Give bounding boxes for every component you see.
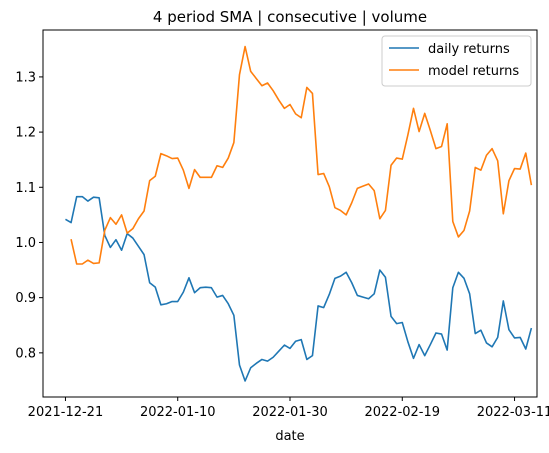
x-tick-label: 2021-12-21 bbox=[28, 405, 104, 420]
legend: daily returns model returns bbox=[381, 35, 532, 87]
y-tick-label: 1.2 bbox=[15, 126, 36, 141]
x-axis-title: date bbox=[275, 429, 304, 444]
x-tick-label: 2022-02-19 bbox=[364, 405, 440, 420]
y-axis: 0.8 0.9 1.0 1.1 1.2 1.3 bbox=[15, 70, 43, 361]
x-tick-label: 2022-01-10 bbox=[140, 405, 216, 420]
y-tick-label: 1.1 bbox=[15, 181, 36, 196]
x-tick-label: 2022-03-11 bbox=[477, 405, 549, 420]
legend-box bbox=[381, 35, 532, 87]
series-line-model-returns bbox=[70, 45, 533, 265]
y-tick-label: 1.3 bbox=[15, 70, 36, 85]
legend-label-model-returns: model returns bbox=[428, 64, 519, 79]
chart-title: 4 period SMA | consecutive | volume bbox=[153, 8, 427, 26]
x-tick-label: 2022-01-30 bbox=[252, 405, 328, 420]
legend-label-daily-returns: daily returns bbox=[428, 42, 510, 57]
y-tick-label: 0.9 bbox=[15, 291, 36, 306]
plot-lines bbox=[65, 45, 533, 382]
y-tick-label: 1.0 bbox=[15, 236, 36, 251]
x-axis: 2021-12-21 2022-01-10 2022-01-30 2022-02-19… bbox=[28, 397, 549, 420]
series-line-daily-returns bbox=[65, 195, 533, 382]
y-tick-label: 0.8 bbox=[15, 346, 36, 361]
